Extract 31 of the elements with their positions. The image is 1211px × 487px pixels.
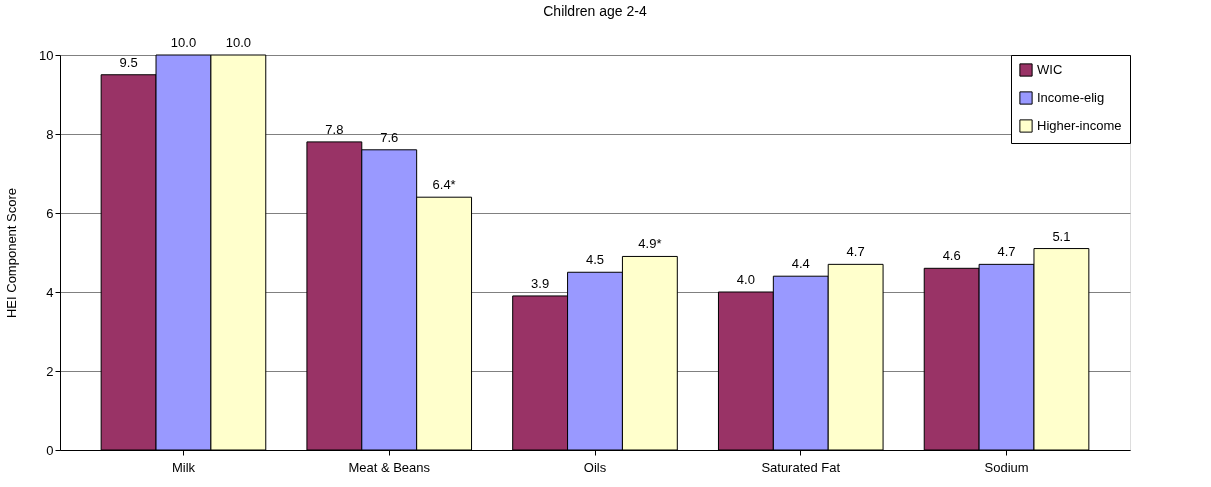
data-label: 9.5 (119, 54, 138, 70)
data-label: 7.6 (380, 129, 399, 145)
x-tick-label: Sodium (984, 459, 1029, 475)
legend-label: Higher-income (1037, 118, 1122, 133)
y-axis-title: HEI Component Score (4, 187, 20, 319)
x-tick-label: Oils (583, 459, 607, 475)
data-label: 10.0 (170, 35, 197, 50)
data-label: 3.9 (531, 275, 550, 291)
y-tick-label: 8 (46, 126, 54, 142)
chart-title: Children age 2-4 (543, 3, 647, 19)
x-tick-label: Saturated Fat (761, 459, 841, 475)
legend-label: WIC (1037, 62, 1063, 77)
y-tick-label: 6 (46, 205, 54, 221)
y-tick-label: 4 (46, 284, 54, 300)
data-label: 4.9* (638, 236, 662, 252)
y-tick-label: 2 (46, 363, 54, 379)
data-label: 4.7 (846, 244, 865, 260)
data-label: 4.6 (942, 248, 961, 264)
x-tick-label: Meat & Beans (348, 459, 431, 475)
x-tick-label: Milk (171, 459, 196, 475)
y-tick-label: 0 (46, 442, 54, 458)
data-label: 4.0 (736, 272, 755, 287)
data-label: 6.4* (432, 177, 456, 193)
data-label: 10.0 (225, 35, 251, 50)
data-label: 4.4 (791, 256, 810, 272)
data-label: 4.7 (997, 244, 1016, 260)
data-label: 4.5 (585, 252, 605, 268)
y-tick-label: 10 (39, 47, 54, 63)
legend-label: Income-elig (1037, 90, 1105, 105)
data-label: 5.1 (1052, 228, 1071, 244)
data-label: 7.8 (325, 121, 344, 137)
